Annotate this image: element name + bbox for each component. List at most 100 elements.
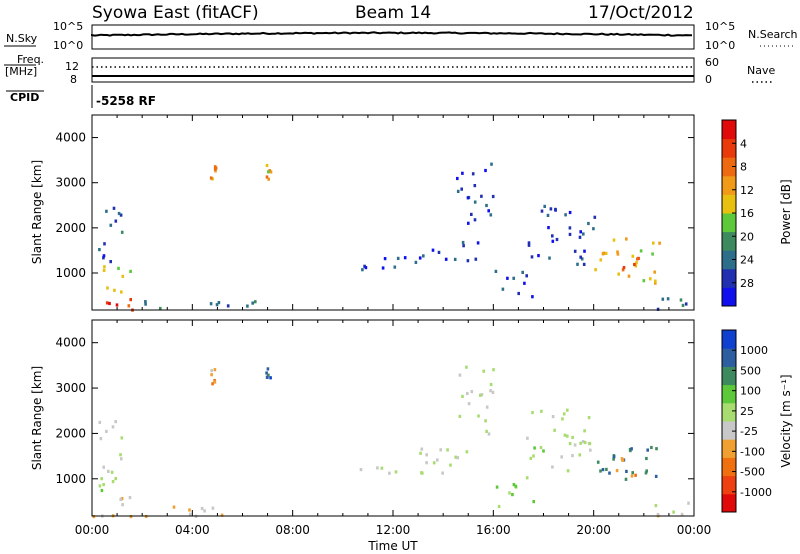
data-cell — [220, 513, 224, 517]
y-tick-label: 3000 — [55, 176, 86, 190]
data-cell — [425, 453, 428, 457]
data-cell — [107, 469, 110, 473]
data-cell — [630, 447, 633, 451]
data-cell — [112, 206, 116, 210]
data-cell — [461, 171, 464, 175]
data-cell — [265, 175, 269, 179]
data-cell — [652, 241, 655, 245]
power-data — [98, 162, 688, 312]
data-cell — [630, 474, 634, 478]
data-cell — [651, 252, 654, 256]
data-cell — [111, 480, 115, 484]
data-cell — [579, 441, 582, 445]
data-cell — [566, 434, 569, 438]
freq-axis-top: 12 — [65, 60, 79, 73]
time-axis: 00:00 04:00 08:00 12:00 16:00 20:00 00:00 — [75, 523, 712, 537]
data-cell — [625, 469, 628, 473]
data-cell — [120, 457, 123, 461]
colorbar-tick-label: 20 — [740, 230, 754, 243]
data-cell — [634, 264, 638, 268]
data-cell — [645, 469, 648, 473]
data-cell — [661, 297, 665, 301]
data-cell — [105, 301, 109, 305]
data-cell — [573, 249, 577, 253]
power-ylabel: Slant Range [km] — [30, 160, 44, 264]
data-cell — [501, 287, 505, 291]
data-cell — [624, 477, 628, 481]
data-cell — [129, 269, 132, 273]
x-tick-label: 00:00 — [677, 523, 712, 537]
data-cell — [172, 505, 176, 509]
data-cell — [555, 237, 559, 242]
velocity-colorbar-label: Velocity [m s⁻¹] — [779, 374, 793, 467]
data-cell — [466, 259, 470, 263]
x-tick-label: 20:00 — [576, 523, 611, 537]
data-cell — [211, 506, 215, 510]
colorbar-segment — [722, 268, 736, 288]
colorbar-segment — [722, 157, 736, 177]
data-cell — [514, 484, 517, 488]
data-cell — [462, 244, 465, 248]
colorbar-tick-label: 8 — [740, 161, 747, 174]
data-cell — [446, 448, 449, 452]
data-cell — [480, 194, 483, 198]
data-cell — [144, 302, 147, 306]
data-cell — [203, 509, 206, 513]
colorbar-segment — [722, 402, 736, 422]
colorbar-segment — [722, 213, 736, 233]
data-cell — [394, 470, 398, 474]
data-cell — [583, 249, 586, 253]
data-cell — [580, 257, 584, 261]
x-tick-label: 16:00 — [476, 523, 511, 537]
cpid-panel: CPID -5258 RF — [6, 85, 156, 108]
data-cell — [616, 252, 620, 256]
data-cell — [453, 257, 457, 261]
data-cell — [106, 286, 109, 290]
colorbar-tick-label: 100 — [740, 385, 761, 398]
data-cell — [605, 467, 608, 471]
colorbar-tick-label: 25 — [740, 405, 754, 418]
data-cell — [561, 417, 564, 421]
x-tick-label: 12:00 — [376, 523, 411, 537]
data-cell — [98, 420, 102, 424]
beam-title: Beam 14 — [355, 3, 431, 23]
data-cell — [616, 250, 619, 254]
data-cell — [267, 373, 270, 377]
data-cell — [680, 512, 684, 516]
data-cell — [649, 277, 652, 281]
data-cell — [439, 448, 442, 452]
data-cell — [431, 248, 435, 252]
data-cell — [592, 227, 595, 231]
data-cell — [539, 445, 543, 450]
cpid-value: -5258 RF — [96, 94, 156, 108]
data-cell — [476, 241, 480, 245]
data-cell — [100, 488, 104, 493]
data-cell — [523, 281, 526, 285]
data-cell — [491, 390, 495, 394]
data-cell — [631, 254, 635, 258]
data-cell — [581, 440, 585, 444]
data-cell — [105, 209, 108, 213]
data-cell — [460, 187, 463, 191]
y-tick-label: 1000 — [55, 266, 86, 280]
data-cell — [511, 493, 514, 497]
data-cell — [621, 268, 625, 272]
data-cell — [209, 176, 213, 180]
colorbar-tick-label: 500 — [740, 364, 761, 377]
data-cell — [563, 433, 567, 437]
data-cell — [631, 471, 634, 475]
data-cell — [115, 303, 119, 307]
data-cell — [482, 369, 485, 373]
colorbar-segment — [722, 366, 736, 386]
data-cell — [489, 382, 493, 387]
data-cell — [568, 442, 572, 446]
data-cell — [635, 261, 638, 265]
data-cell — [102, 465, 105, 469]
y-tick-label: 4000 — [55, 131, 86, 145]
data-cell — [144, 300, 147, 304]
data-cell — [621, 458, 625, 462]
station-title: Syowa East (fitACF) — [92, 3, 259, 23]
data-cell — [582, 262, 586, 266]
data-cell — [396, 256, 400, 260]
data-cell — [188, 508, 191, 512]
